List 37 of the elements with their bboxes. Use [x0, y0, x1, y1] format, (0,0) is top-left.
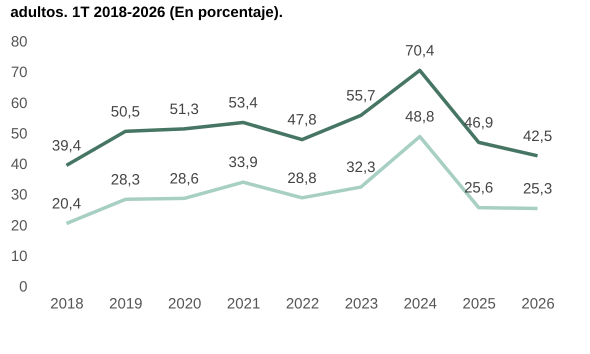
data-label: 42,5 [522, 128, 552, 145]
y-tick-label: 80 [10, 34, 28, 50]
data-label: 50,5 [110, 103, 140, 120]
data-label: 28,3 [110, 171, 140, 188]
x-tick-label: 2025 [462, 296, 496, 312]
data-label: 55,7 [346, 87, 376, 104]
x-tick-label: 2019 [109, 296, 143, 312]
x-tick-label: 2020 [168, 296, 202, 312]
data-label: 28,8 [287, 170, 317, 187]
data-label: 70,4 [405, 42, 434, 60]
y-tick-label: 50 [10, 125, 28, 142]
data-label: 51,3 [170, 100, 199, 118]
x-tick-label: 2023 [344, 296, 378, 312]
data-label: 25,6 [464, 180, 494, 197]
x-tick-label: 2021 [226, 296, 260, 312]
x-tick-label: 2026 [521, 296, 555, 312]
y-tick-label: 60 [10, 94, 28, 112]
data-label: 46,9 [464, 114, 494, 132]
y-tick-label: 40 [10, 156, 28, 173]
y-tick-label: 20 [10, 217, 28, 234]
data-label: 33,9 [228, 154, 258, 172]
x-tick-label: 2024 [404, 296, 437, 312]
chart-title: adultos. 1T 2018-2026 (En porcentaje). [10, 4, 283, 21]
data-label: 25,3 [522, 180, 552, 198]
y-tick-label: 0 [19, 278, 28, 296]
x-tick-label: 2022 [286, 296, 320, 312]
data-label: 48,8 [405, 108, 434, 126]
data-label: 32,3 [346, 159, 376, 176]
x-tick-label: 2018 [50, 296, 84, 312]
y-tick-label: 10 [10, 248, 28, 265]
y-tick-label: 30 [10, 186, 28, 204]
data-label: 20,4 [52, 196, 82, 213]
data-label: 39,4 [52, 137, 82, 154]
data-label: 47,8 [287, 112, 317, 129]
data-label: 28,6 [170, 170, 199, 188]
y-tick-label: 70 [10, 64, 28, 82]
data-label: 53,4 [228, 94, 258, 112]
